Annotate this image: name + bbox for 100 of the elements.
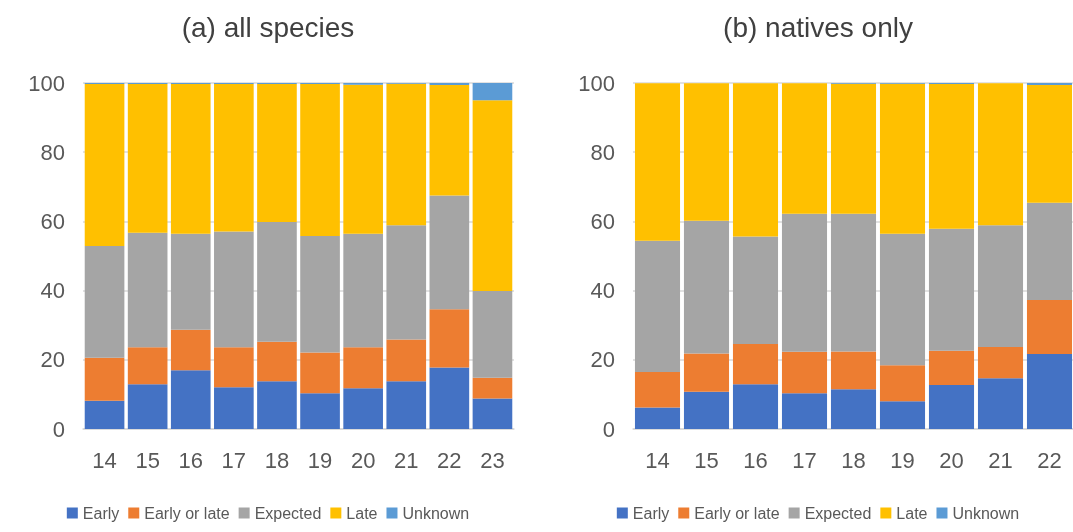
bar bbox=[781, 393, 828, 429]
y-tick-label: 40 bbox=[590, 278, 615, 304]
bar bbox=[472, 377, 513, 399]
bar bbox=[257, 84, 297, 223]
x-tick-label: 15 bbox=[694, 447, 719, 473]
bar bbox=[928, 228, 975, 351]
bar bbox=[732, 384, 779, 429]
bar bbox=[830, 389, 877, 429]
bar bbox=[683, 220, 730, 354]
bar bbox=[879, 83, 926, 234]
legend-label: Early bbox=[82, 504, 120, 522]
bar bbox=[1026, 83, 1073, 86]
bar bbox=[977, 378, 1024, 429]
bar bbox=[472, 83, 513, 101]
bar bbox=[634, 83, 681, 241]
bar bbox=[732, 343, 779, 385]
bar bbox=[84, 245, 125, 358]
bar bbox=[977, 83, 1024, 226]
y-tick-label: 40 bbox=[40, 278, 65, 304]
bar bbox=[830, 351, 877, 390]
bar bbox=[214, 231, 254, 348]
bar bbox=[472, 100, 513, 291]
bar bbox=[300, 352, 340, 394]
bar bbox=[214, 84, 254, 232]
bar bbox=[386, 83, 427, 226]
x-tick-label: 23 bbox=[480, 447, 505, 473]
bar bbox=[84, 84, 125, 246]
bar bbox=[781, 351, 828, 394]
legend-label: Expected bbox=[804, 504, 872, 522]
bar bbox=[127, 232, 168, 348]
y-tick-label: 0 bbox=[602, 416, 615, 442]
bar bbox=[300, 393, 340, 429]
x-tick-label: 18 bbox=[841, 447, 866, 473]
legend-label: Early bbox=[632, 504, 670, 522]
bar bbox=[879, 401, 926, 429]
x-tick-label: 14 bbox=[645, 447, 670, 473]
bar bbox=[343, 233, 383, 348]
x-tick-label: 18 bbox=[264, 447, 290, 473]
bar bbox=[830, 83, 877, 214]
bar bbox=[84, 357, 125, 401]
bar bbox=[127, 84, 168, 233]
bar bbox=[928, 385, 975, 429]
bar bbox=[634, 240, 681, 372]
bar bbox=[386, 225, 427, 340]
bar bbox=[683, 353, 730, 392]
legend-label: Late bbox=[346, 504, 378, 522]
bar bbox=[84, 400, 125, 429]
bar bbox=[170, 329, 211, 371]
bar bbox=[127, 347, 168, 385]
y-tick-label: 20 bbox=[40, 347, 65, 373]
x-tick-label: 21 bbox=[394, 447, 419, 473]
y-tick-label: 80 bbox=[590, 139, 615, 165]
x-tick-label: 22 bbox=[1037, 447, 1062, 473]
bar bbox=[830, 213, 877, 352]
bar bbox=[879, 365, 926, 402]
x-tick-label: 21 bbox=[988, 447, 1013, 473]
bar bbox=[127, 384, 168, 429]
bar bbox=[634, 371, 681, 408]
bar bbox=[170, 233, 211, 330]
x-tick-label: 22 bbox=[437, 447, 462, 473]
bar bbox=[1026, 202, 1073, 300]
legend-label: Early or late bbox=[694, 504, 780, 522]
bar bbox=[1026, 353, 1073, 429]
x-tick-label: 14 bbox=[92, 447, 117, 473]
x-tick-label: 17 bbox=[221, 447, 247, 473]
bar bbox=[170, 84, 211, 234]
x-tick-label: 16 bbox=[743, 447, 768, 473]
y-tick-label: 100 bbox=[578, 70, 615, 96]
bar bbox=[429, 85, 470, 196]
y-tick-label: 100 bbox=[28, 70, 65, 96]
chart-title: (b) natives only bbox=[723, 11, 913, 43]
chart-title: (a) all species bbox=[181, 11, 355, 43]
y-tick-label: 20 bbox=[590, 347, 615, 373]
y-tick-label: 80 bbox=[40, 139, 65, 165]
bar bbox=[300, 84, 340, 236]
bar bbox=[977, 225, 1024, 347]
bar bbox=[343, 84, 383, 234]
bar bbox=[214, 387, 254, 429]
x-tick-label: 15 bbox=[135, 447, 160, 473]
bar bbox=[257, 381, 297, 429]
bar bbox=[1026, 85, 1073, 203]
bar bbox=[257, 222, 297, 342]
bar bbox=[214, 347, 254, 388]
bar bbox=[977, 347, 1024, 379]
bar bbox=[257, 341, 297, 382]
x-tick-label: 16 bbox=[178, 447, 203, 473]
bar bbox=[170, 370, 211, 429]
bar bbox=[429, 367, 470, 429]
bar bbox=[879, 233, 926, 366]
bar bbox=[300, 235, 340, 353]
y-tick-label: 60 bbox=[590, 208, 615, 234]
bar bbox=[472, 290, 513, 378]
bar bbox=[928, 350, 975, 386]
bar bbox=[343, 388, 383, 429]
bar bbox=[928, 84, 975, 229]
bar bbox=[343, 347, 383, 389]
bar bbox=[732, 236, 779, 344]
x-tick-label: 20 bbox=[350, 447, 376, 473]
bar bbox=[1026, 299, 1073, 354]
bar bbox=[429, 309, 470, 368]
